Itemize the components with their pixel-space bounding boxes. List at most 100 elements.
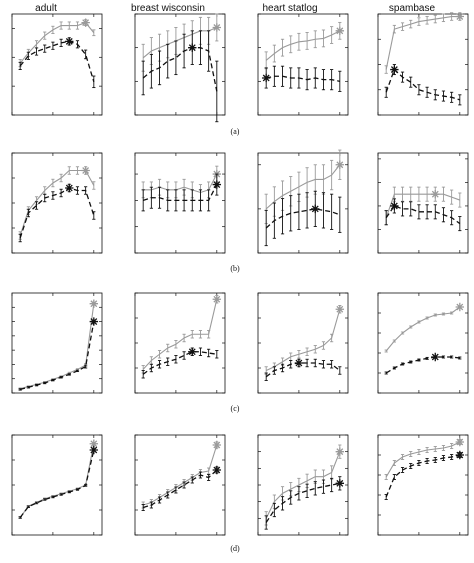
error-bar [182,33,186,69]
best-point-marker [335,305,345,314]
panel-label-c: (c) [231,404,240,413]
error-bar [174,486,178,494]
error-bar [392,339,396,343]
series-gray-solid [384,12,465,74]
panel-d-breast-wisconsin [134,434,226,536]
error-bar [264,51,268,70]
best-point-marker [212,180,222,189]
error-bar [18,233,22,243]
best-point-marker [294,358,304,368]
best-point-marker [89,439,99,448]
error-bar [384,371,388,375]
error-bar [425,458,429,464]
error-bar [141,370,145,379]
error-bar [67,166,71,175]
error-bar [433,313,437,317]
error-bar [272,202,276,239]
error-bar [51,495,55,499]
error-bar [75,186,80,195]
column-title-spambase: spambase [389,3,436,14]
error-bar [34,501,39,505]
error-bar [34,383,39,387]
error-bar [272,366,276,375]
error-bar [425,186,429,202]
error-bar [305,32,309,50]
best-point-marker [431,189,440,199]
error-bar [409,360,413,364]
series-line [385,193,461,218]
panel-a-adult [11,13,103,116]
series-line [385,306,461,352]
error-bar [280,496,285,511]
error-bar [433,14,437,24]
series-gray-solid [384,302,465,353]
error-bar [450,454,454,460]
series-line [19,187,95,239]
series-black-dashed [141,30,219,123]
panel-b-spambase [377,152,469,254]
error-bar [409,186,413,202]
error-bar [59,188,63,198]
error-bar [297,486,301,501]
panel-d-adult [11,434,103,536]
error-bar [450,189,454,205]
series-line [265,309,341,371]
error-bar [34,40,39,49]
column-title-adult: adult [35,3,57,14]
series-gray-solid [264,305,345,375]
error-bar [330,26,334,44]
best-point-marker [455,450,465,460]
error-bar [157,186,162,209]
error-bar [43,193,47,203]
series-gray-solid [384,186,462,226]
error-bar [182,333,186,343]
error-bar [305,192,309,229]
series-gray-solid [384,437,465,480]
error-bar [166,491,170,499]
error-bar [157,50,162,86]
best-point-marker [311,204,320,214]
error-bar [75,21,80,30]
series-black-dashed [141,173,222,212]
error-bar [417,84,421,96]
error-bar [174,355,178,364]
error-bar [207,474,211,481]
error-bar [157,360,162,369]
series-line [385,205,461,225]
series-line [385,441,461,478]
error-bar [182,189,186,212]
error-bar [67,490,71,494]
series-black-dashed [384,352,462,375]
plot-frame [377,13,469,116]
error-bar [280,363,285,373]
plot-frame [11,434,103,536]
panel-label-a: (a) [231,127,240,136]
error-bar [330,193,334,230]
series-line [143,173,218,194]
error-bar [400,201,405,217]
error-bar [166,189,170,212]
error-bar [264,515,268,530]
error-bar [417,204,421,220]
series-line [20,321,95,391]
error-bar [92,75,96,89]
error-bar [51,378,55,382]
error-bar [26,505,30,508]
error-bar [400,186,405,202]
error-bar [313,345,317,354]
error-bar [297,193,301,230]
error-bar [330,333,334,343]
error-bar [392,366,396,370]
error-bar [198,189,203,212]
error-bar [313,67,317,89]
series-black-dashed [264,358,342,381]
best-point-marker [89,317,99,326]
error-bar [272,44,276,63]
panel-c-adult [11,292,103,394]
best-point-marker [65,183,74,193]
panel-c-spambase [377,292,469,394]
error-bar [417,320,421,324]
plot-frame [11,13,103,116]
error-bar [43,44,47,53]
error-bar [215,60,219,123]
